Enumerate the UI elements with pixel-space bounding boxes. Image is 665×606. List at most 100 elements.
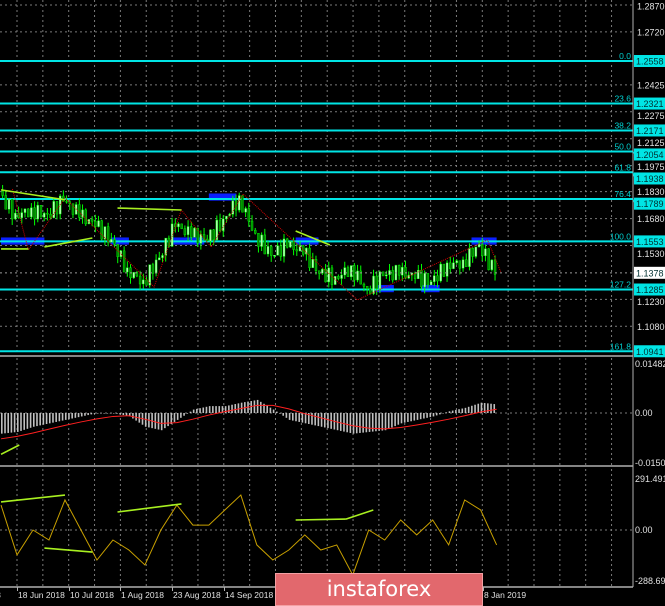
candle-body — [154, 259, 158, 274]
candle-body — [346, 267, 350, 278]
macd-histogram-bar — [352, 413, 355, 434]
macd-histogram-bar — [442, 413, 444, 414]
candle-body — [186, 226, 190, 235]
macd-histogram-bar — [426, 413, 428, 418]
candle-body — [42, 212, 46, 218]
candle-body — [445, 262, 449, 277]
macd-histogram-bar — [13, 413, 16, 433]
macd-histogram-bar — [458, 409, 460, 413]
fib-level-label: 76.4 — [614, 189, 631, 199]
fib-level-label: 23.6 — [614, 94, 631, 104]
candle-body — [301, 245, 305, 255]
candle-body — [161, 255, 164, 258]
candle-body — [276, 245, 279, 256]
macd-histogram-bar — [276, 411, 278, 413]
candle-body — [241, 195, 244, 213]
cci-line — [0, 494, 498, 577]
candle-body — [145, 279, 148, 286]
candle-body — [372, 275, 375, 294]
candle-body — [289, 241, 292, 248]
candle-body — [244, 208, 247, 213]
macd-histogram-bar — [32, 413, 35, 427]
macd-histogram-bar — [218, 406, 221, 413]
cci-trendline — [44, 547, 93, 553]
candle-body — [170, 223, 174, 247]
macd-histogram-bar — [455, 409, 457, 413]
candle-body — [426, 273, 430, 286]
candle-body — [94, 220, 97, 227]
fib-level-label: 161.8 — [610, 341, 632, 351]
candle-body — [468, 247, 471, 267]
macd-histogram-bar — [42, 413, 45, 425]
macd-histogram-bar — [55, 413, 57, 422]
macd-histogram-bar — [58, 413, 61, 422]
candle-body — [385, 274, 388, 277]
candle-body — [142, 279, 145, 285]
candle-body — [71, 203, 75, 215]
candle-body — [78, 204, 81, 218]
candle-body — [340, 274, 343, 279]
candle-body — [49, 214, 52, 218]
macd-histogram-bar — [487, 403, 489, 413]
candles — [1, 184, 497, 296]
candle-body — [110, 239, 113, 243]
macd-histogram-bar — [29, 413, 32, 428]
macd-histogram-bar — [157, 413, 160, 430]
candle-body — [257, 233, 260, 247]
macd-histogram-bar — [327, 413, 329, 429]
macd-histogram-bar — [84, 413, 86, 416]
macd-histogram-bar — [189, 411, 192, 413]
price-tick-label: 1.1975 — [637, 162, 665, 172]
macd-histogram-bar — [196, 408, 198, 413]
candle-body — [474, 246, 478, 257]
candle-body — [260, 234, 263, 247]
candle-body — [65, 201, 68, 203]
candle-body — [199, 234, 203, 244]
macd-histogram-bar — [221, 406, 224, 413]
candle-body — [228, 213, 231, 217]
macd-histogram-bar — [231, 404, 233, 413]
macd-histogram-bar — [269, 407, 272, 413]
candle-body — [455, 260, 458, 263]
macd-histogram-bar — [106, 413, 109, 414]
candle-body — [401, 267, 404, 276]
candle-body — [381, 271, 385, 277]
candle-body — [266, 246, 270, 255]
macd-histogram-bar — [279, 413, 281, 414]
macd-histogram-bar — [435, 413, 438, 416]
candle-body — [423, 273, 426, 288]
macd-histogram-bar — [64, 413, 67, 420]
fib-level-label: 0.0 — [619, 51, 631, 61]
candle-body — [4, 195, 8, 210]
candle-body — [183, 228, 187, 235]
cci-tick-label: 291.4917 — [635, 474, 665, 484]
trendline — [117, 207, 182, 211]
macd-histogram-bar — [413, 413, 416, 421]
fib-price-label: 1.2558 — [636, 57, 664, 67]
candle-body — [68, 201, 71, 204]
macd-histogram-bar — [183, 413, 185, 416]
macd-histogram-bar — [96, 413, 99, 414]
candle-body — [273, 255, 276, 257]
time-tick-label: 2018 — [0, 590, 1, 600]
time-tick-label: 1 Aug 2018 — [121, 590, 164, 600]
macd-tick-label: 0.01482 — [635, 359, 665, 369]
candle-body — [90, 219, 94, 222]
macd-histogram-bar — [359, 413, 361, 433]
macd-histogram-bar — [36, 413, 38, 427]
macd-histogram-bar — [301, 413, 304, 423]
macd-histogram-bar — [26, 413, 29, 429]
macd-histogram-bar — [474, 404, 476, 413]
cci-trendline — [117, 503, 182, 513]
candle-body — [314, 259, 318, 271]
macd-histogram-bar — [448, 411, 451, 413]
macd-histogram-bar — [112, 413, 115, 414]
macd-histogram-bar — [266, 405, 269, 413]
macd-histogram-bar — [68, 413, 70, 420]
macd-histogram-bar — [375, 413, 377, 432]
candle-body — [449, 262, 452, 269]
macd-histogram-bar — [349, 413, 352, 433]
candle-body — [433, 275, 436, 282]
current-price-tag — [634, 266, 665, 279]
